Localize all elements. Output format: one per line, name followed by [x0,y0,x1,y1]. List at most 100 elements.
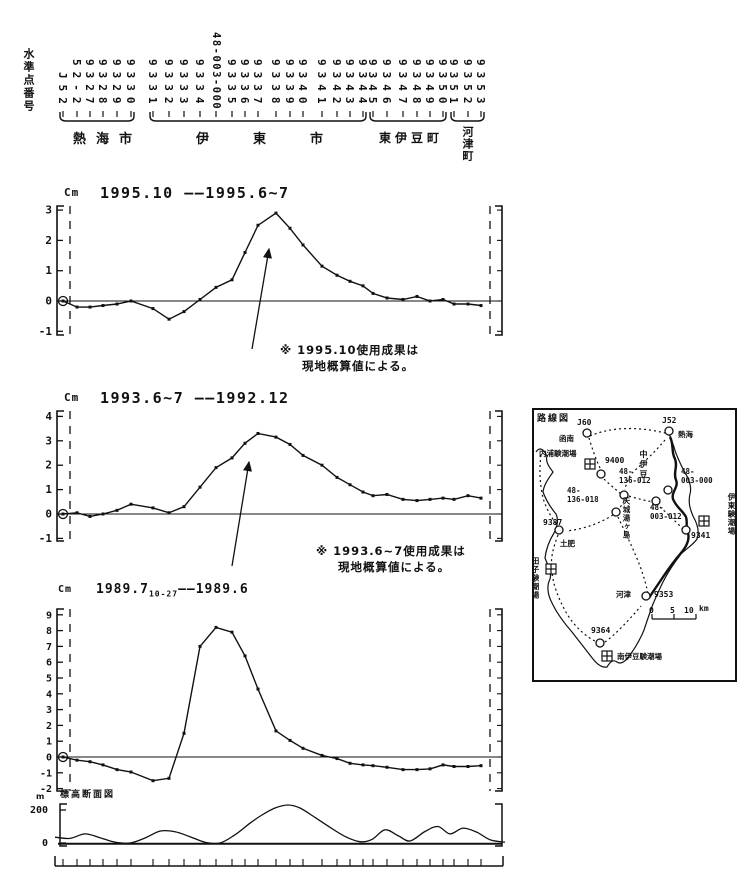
data-point [256,431,260,435]
data-point [348,279,352,283]
data-point [385,765,389,769]
station-label-9348: 9348 [410,59,423,110]
data-point [320,264,324,268]
y-tick-label: -1 [39,532,53,545]
map-label-48-003-012: 48- 003-012 [650,503,682,521]
data-point [466,764,470,768]
y-tick-label: 1 [45,264,52,277]
map-label-amagi-yugashima: 天城湯ヶ島 [622,497,631,540]
data-point [479,304,483,308]
data-point [256,687,260,691]
data-point [361,284,365,288]
data-point [151,779,155,783]
data-point [167,776,171,780]
data-point [75,511,79,515]
data-point [129,502,133,506]
data-point [288,738,292,742]
tide-gauge-icon-uchiura [584,458,596,470]
data-point [198,485,202,489]
data-point [167,317,171,321]
y-tick-label: 0 [46,753,52,764]
map-scale-bar [651,614,697,620]
station-label-9343: 9343 [343,59,356,110]
data-point [230,456,234,460]
data-point [401,768,405,772]
data-point [415,768,419,772]
group-label-kawazu: 河津町 [461,126,474,162]
data-point [198,644,202,648]
annotation-arrow-1995 [251,247,272,350]
map-label-9400: 9400 [605,456,625,465]
reference-point-circle [57,508,69,520]
data-line [62,212,482,321]
station-label-9327: 9327 [83,59,96,110]
chart3-unit-label: Cm [58,584,73,595]
data-point [243,441,247,445]
map-label-j60: J60 [577,418,592,427]
data-point [214,285,218,289]
station-label-9334: 9334 [193,59,206,110]
data-point [214,466,218,470]
profile-unit-label: m [36,792,45,801]
map-marker-9341 [681,525,691,535]
y-tick-label: 5 [46,674,52,685]
group-label-ito: 伊東市 [196,132,368,147]
data-point [320,463,324,467]
chart2-annotation-line1: ※ 1993.6~7使用成果は [316,544,466,558]
data-point [371,764,375,768]
map-label-9353: 9353 [654,590,674,599]
data-point [274,435,278,439]
data-point [230,278,234,282]
chart2-annotation-line2: 現地概算値による。 [338,560,451,574]
map-title: 路線図 [537,414,571,424]
tide-gauge-icon-ito [698,515,710,527]
data-point [115,508,119,512]
data-point [428,497,432,501]
station-label-48-003-000: 48-003-000 [210,32,222,111]
data-point [288,442,292,446]
map-label-atami: 熱海 [678,430,693,439]
chart-1995-graphics: 3 2 1 0 -1 [39,204,503,338]
data-point [151,307,155,311]
station-label-9345: 9345 [366,59,379,110]
map-east-route [647,436,690,599]
data-point [348,761,352,765]
profile-title: 標高断面図 [60,790,116,800]
station-label-9335: 9335 [225,59,238,110]
station-label-9353: 9353 [474,59,487,110]
map-scale-10: 10 [684,606,694,615]
data-point [466,302,470,306]
map-label-9364: 9364 [591,626,611,635]
map-station-markers [554,426,691,648]
map-label-kannami: 函南 [559,434,574,443]
group-brace [149,112,367,122]
data-point [288,226,292,230]
tide-gauge-symbols [545,458,710,662]
chart2-unit-label: Cm [64,391,80,404]
map-label-toi: 土肥 [560,539,575,548]
bottom-ruler-graphics [54,856,504,867]
data-point [361,490,365,494]
data-point [335,475,339,479]
data-point [401,297,405,301]
chart1-annotation-line1: ※ 1995.10使用成果は [280,343,420,357]
map-marker-9353 [641,591,651,601]
data-point [301,746,305,750]
y-tick-label: 2 [46,721,52,732]
station-label-9337: 9337 [251,59,264,110]
data-point [348,483,352,487]
y-axis-bracket-left [56,410,64,542]
profile-y-tick-label: 200 [30,805,48,816]
chart3-title-rest: ——1989.6 [178,582,249,597]
y-tick-label: 7 [46,642,52,653]
reference-point-circle [57,751,69,763]
station-label-9340: 9340 [296,59,309,110]
group-brace [59,112,135,122]
data-point [198,297,202,301]
y-tick-label: 4 [46,689,52,700]
data-point [182,731,186,735]
data-point [243,654,247,658]
